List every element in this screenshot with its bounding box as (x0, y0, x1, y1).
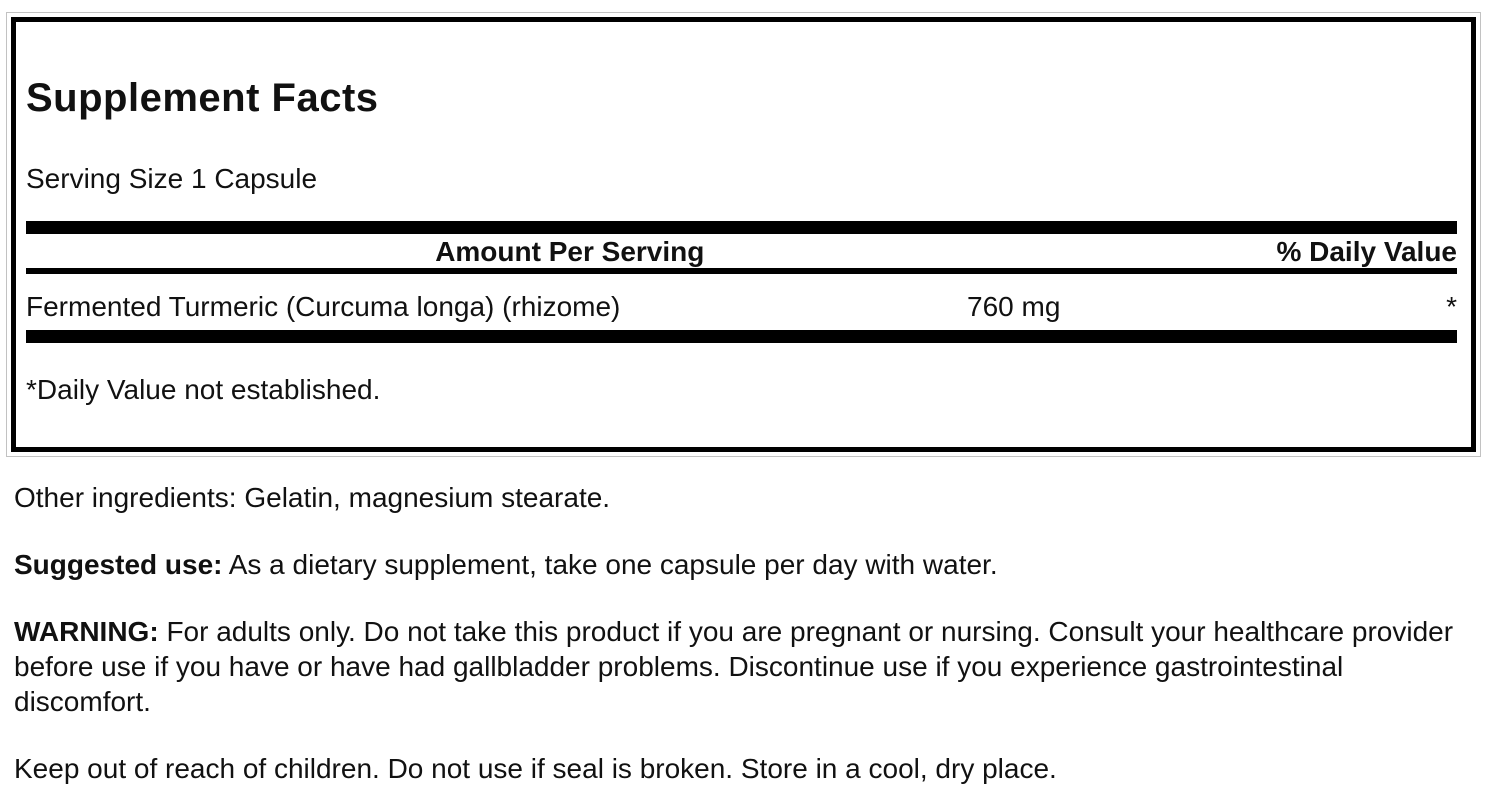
ingredient-name: Fermented Turmeric (Curcuma longa) (rhiz… (26, 291, 621, 322)
supplement-label: Supplement Facts Serving Size 1 Capsule … (0, 12, 1487, 800)
divider-thick-bottom (26, 330, 1457, 343)
label-details: Other ingredients: Gelatin, magnesium st… (14, 480, 1469, 786)
warning-text: WARNING: For adults only. Do not take th… (14, 614, 1469, 719)
other-ingredients-text: Other ingredients: Gelatin, magnesium st… (14, 482, 611, 513)
divider-thin-under-header (26, 268, 1457, 274)
supplement-facts-panel: Supplement Facts Serving Size 1 Capsule … (6, 12, 1481, 457)
divider-thick-top (26, 221, 1457, 234)
column-header-amount-per-serving: Amount Per Serving (435, 236, 705, 267)
daily-value-footnote: *Daily Value not established. (26, 374, 381, 405)
table-row: Fermented Turmeric (Curcuma longa) (rhiz… (26, 290, 1457, 324)
suggested-use-label: Suggested use: (14, 549, 223, 580)
suggested-use-body: As a dietary supplement, take one capsul… (228, 549, 998, 580)
suggested-use-text: Suggested use: As a dietary supplement, … (14, 547, 1469, 582)
ingredient-amount: 760 mg (967, 291, 1061, 322)
serving-size: Serving Size 1 Capsule (26, 163, 318, 194)
warning-label: WARNING: (14, 616, 159, 647)
column-header-percent-daily-value: % Daily Value (1276, 236, 1457, 267)
warning-body: For adults only. Do not take this produc… (14, 616, 1454, 717)
storage-text: Keep out of reach of children. Do not us… (14, 753, 1057, 784)
ingredient-daily-value: * (1446, 291, 1457, 322)
table-header-row: Amount Per Serving % Daily Value (26, 236, 1457, 268)
panel-title: Supplement Facts (26, 76, 379, 120)
supplement-facts-inner-box: Supplement Facts Serving Size 1 Capsule … (11, 17, 1476, 452)
